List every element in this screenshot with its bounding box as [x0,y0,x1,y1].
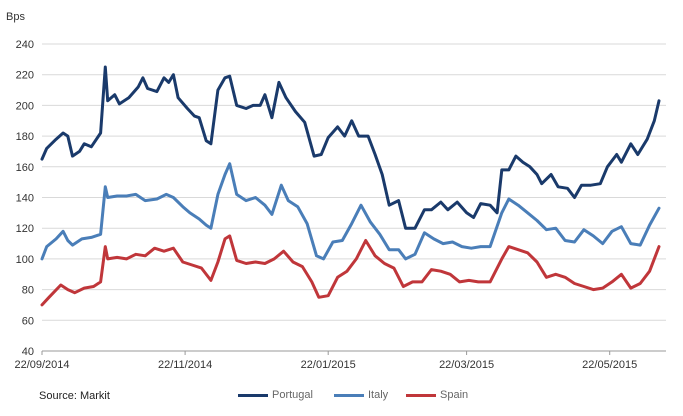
legend-swatch [238,393,268,397]
y-tick-label: 60 [22,315,34,327]
x-tick-label: 22/01/2015 [301,359,356,371]
y-tick-label: 160 [16,162,34,174]
y-tick-label: 120 [16,223,34,235]
y-axis-unit-label: Bps [6,11,25,23]
x-axis-ticks: 22/09/2014 22/11/2014 22/01/2015 22/03/2015… [14,351,637,371]
x-tick-label: 22/05/2015 [582,359,637,371]
y-axis-ticks: 40 60 80 100 120 140 160 180 200 220 240 [16,39,34,358]
y-tick-label: 40 [22,346,34,358]
legend-item-portugal: Portugal [238,389,313,401]
legend-swatch [334,393,364,397]
legend-item-italy: Italy [334,389,388,401]
y-tick-label: 80 [22,285,34,297]
chart-legend: Portugal Italy Spain [0,389,683,405]
series-lines [40,65,661,307]
y-tick-label: 140 [16,193,34,205]
y-tick-label: 220 [16,70,34,82]
source-note: Source: Markit [39,390,110,402]
y-tick-label: 240 [16,39,34,51]
x-tick-label: 22/03/2015 [439,359,494,371]
legend-label: Spain [440,389,469,401]
series-line-portugal [40,65,661,230]
x-tick-label: 22/09/2014 [14,359,69,371]
y-tick-label: 180 [16,131,34,143]
legend-label: Portugal [272,389,313,401]
grid-lines [42,43,666,352]
legend-label: Italy [368,389,389,401]
x-tick-label: 22/11/2014 [158,359,212,371]
legend-item-spain: Spain [406,389,468,401]
series-line-spain [40,234,661,307]
series-line-italy [40,162,661,261]
legend-swatch [406,393,436,397]
y-tick-label: 200 [16,100,34,112]
y-tick-label: 100 [16,254,34,266]
